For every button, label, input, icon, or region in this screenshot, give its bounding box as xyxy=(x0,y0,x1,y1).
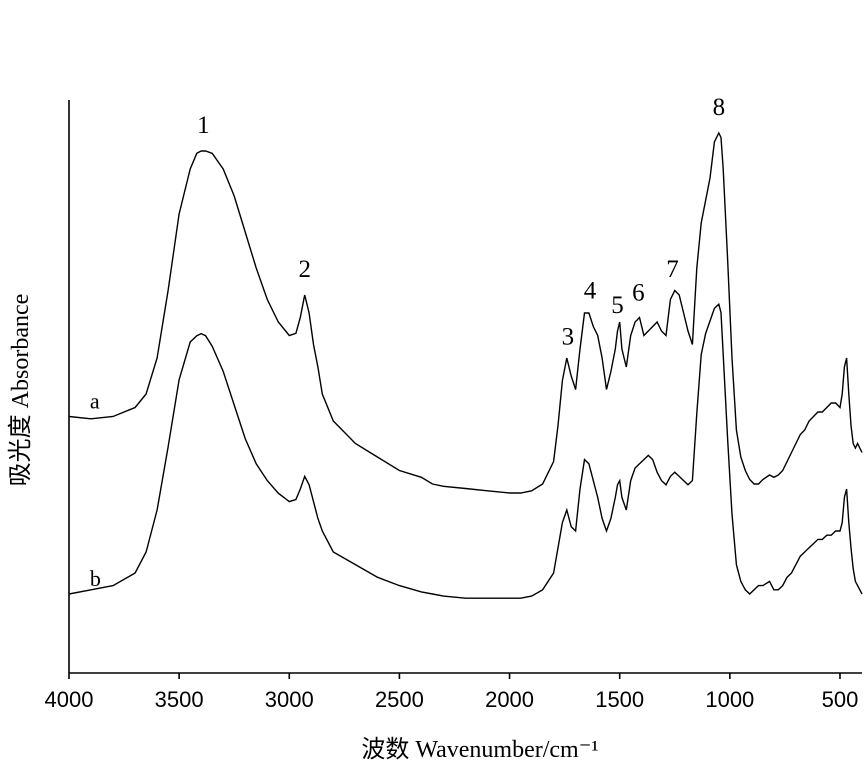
peak-label: 3 xyxy=(562,324,575,351)
x-axis-title: 波数 Wavenumber/cm⁻¹ xyxy=(361,736,598,763)
x-tick-label: 4000 xyxy=(45,687,94,712)
peak-label: 7 xyxy=(666,256,679,283)
x-tick-label: 3500 xyxy=(155,687,204,712)
peak-label: 5 xyxy=(611,292,624,319)
curve-labels: ab xyxy=(90,389,101,592)
x-tick-label: 500 xyxy=(822,687,859,712)
peak-label: 2 xyxy=(298,256,311,283)
series-line-a xyxy=(68,131,863,494)
x-tick-label: 1000 xyxy=(705,687,754,712)
curves xyxy=(68,131,863,599)
x-tick-label: 1500 xyxy=(595,687,644,712)
peak-label: 4 xyxy=(584,277,597,304)
series-line-b xyxy=(68,302,863,599)
x-tick-label: 2500 xyxy=(375,687,424,712)
x-tick-label: 2000 xyxy=(485,687,534,712)
peak-label: 8 xyxy=(713,94,726,121)
peak-labels: 1 2 345 67 8 xyxy=(197,94,725,351)
axes: 4000 3500 3000 2500 2000 1500 1000 500 xyxy=(45,100,862,712)
series-label-b: b xyxy=(90,566,101,591)
peak-label: 6 xyxy=(632,280,645,307)
x-tick-label: 3000 xyxy=(265,687,314,712)
y-axis-title: 吸光度 Absorbance xyxy=(7,294,34,487)
peak-label: 1 xyxy=(197,112,210,139)
series-label-a: a xyxy=(90,389,100,414)
